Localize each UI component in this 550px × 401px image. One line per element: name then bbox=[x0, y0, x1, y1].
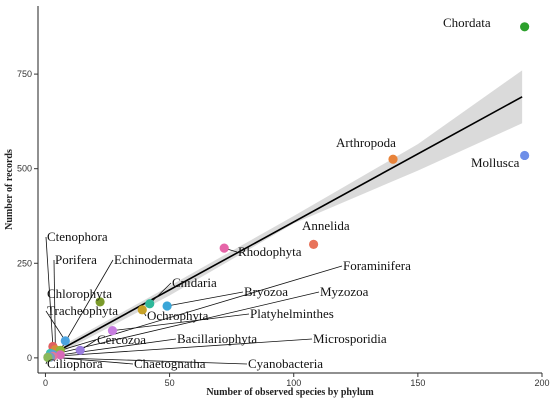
data-point bbox=[95, 297, 105, 307]
leader-line bbox=[59, 259, 114, 351]
y-tick-label: 0 bbox=[27, 353, 32, 363]
leader-line bbox=[149, 282, 172, 305]
point-label: Chaetognatha bbox=[134, 356, 206, 371]
point-label: Myzozoa bbox=[320, 284, 369, 299]
point-label: Annelida bbox=[302, 218, 350, 233]
leader-line bbox=[50, 265, 343, 354]
point-label: Ciliophora bbox=[47, 356, 103, 371]
data-point bbox=[107, 326, 118, 336]
point-label: Cnidaria bbox=[172, 275, 217, 290]
point-label: Platyhelminthes bbox=[250, 306, 334, 321]
y-axis-title: Number of records bbox=[4, 149, 15, 230]
point-label: Chordata bbox=[443, 15, 491, 30]
leader-line bbox=[45, 236, 54, 347]
data-point bbox=[75, 345, 85, 355]
data-point bbox=[388, 154, 398, 164]
data-point bbox=[60, 336, 70, 346]
x-tick-label: 100 bbox=[286, 378, 301, 388]
regression-line bbox=[45, 96, 523, 359]
point-label: Ctenophora bbox=[47, 229, 108, 244]
x-axis-title: Number of observed species by phylum bbox=[206, 387, 374, 398]
point-label: Mollusca bbox=[471, 155, 520, 170]
y-axis-ticks: 0 250 500 750 bbox=[17, 69, 38, 363]
y-tick-label: 500 bbox=[17, 164, 32, 174]
point-label: Porifera bbox=[55, 252, 97, 267]
y-tick-label: 250 bbox=[17, 258, 32, 268]
leader-line bbox=[45, 310, 66, 342]
plot-area bbox=[45, 70, 523, 361]
data-points bbox=[43, 22, 530, 363]
leader-line bbox=[53, 259, 56, 350]
point-label: Chlorophyta bbox=[47, 286, 112, 301]
point-label: Arthropoda bbox=[336, 135, 396, 150]
x-axis-ticks: 0 50 100 150 200 bbox=[43, 373, 550, 388]
x-tick-label: 150 bbox=[410, 378, 425, 388]
data-point bbox=[520, 22, 530, 32]
point-label: Cercozoa bbox=[97, 332, 146, 347]
label-leader-lines bbox=[45, 236, 343, 365]
x-tick-label: 50 bbox=[165, 378, 175, 388]
x-tick-label: 0 bbox=[43, 378, 48, 388]
x-tick-label: 200 bbox=[534, 378, 549, 388]
point-label: Bryozoa bbox=[244, 284, 288, 299]
point-label: Foraminifera bbox=[343, 258, 411, 273]
point-label: Ochrophyta bbox=[147, 308, 209, 323]
point-labels: Chordata Mollusca Arthropoda AnnelidaRhodop… bbox=[47, 15, 520, 371]
point-label: Tracheophyta bbox=[47, 303, 118, 318]
point-label: Rhodophyta bbox=[238, 244, 302, 259]
data-point bbox=[145, 299, 155, 309]
data-point bbox=[55, 350, 65, 360]
point-label: Microsporidia bbox=[313, 331, 387, 346]
leader-line bbox=[167, 291, 244, 307]
data-point bbox=[308, 239, 319, 249]
leader-line bbox=[52, 338, 313, 357]
data-point bbox=[520, 150, 530, 161]
data-point bbox=[43, 352, 53, 363]
y-tick-label: 750 bbox=[17, 69, 32, 79]
data-point bbox=[219, 243, 229, 253]
leader-line bbox=[47, 357, 248, 365]
point-label: Bacillariophyta bbox=[177, 331, 257, 346]
data-point bbox=[162, 301, 172, 311]
leader-line bbox=[52, 291, 320, 355]
data-point bbox=[137, 305, 147, 315]
point-label: Cyanobacteria bbox=[248, 356, 323, 371]
point-label: Echinodermata bbox=[114, 252, 193, 267]
